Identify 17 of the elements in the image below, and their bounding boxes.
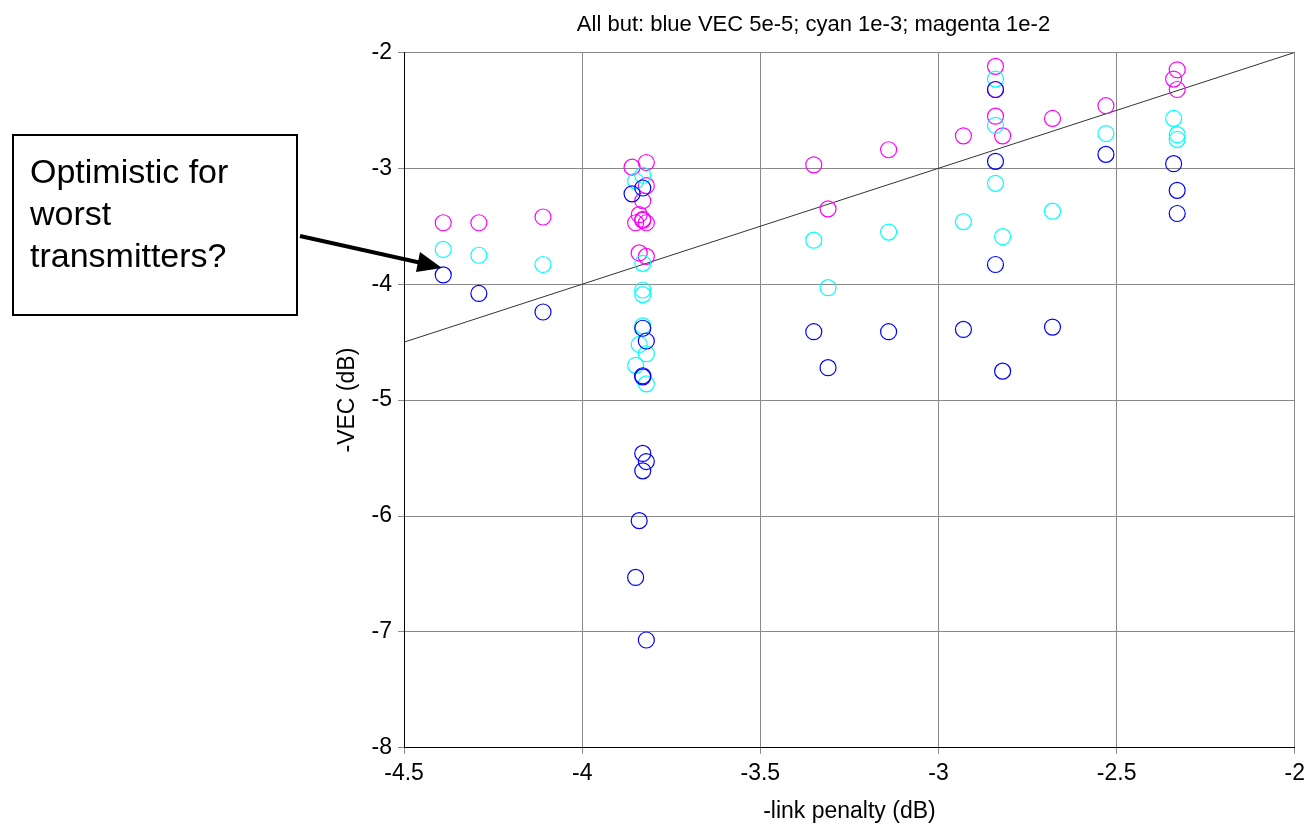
y-axis-title: -VEC (dB) — [333, 347, 360, 453]
x-axis-title: -link penalty (dB) — [763, 796, 936, 823]
x-tick-label: -2 — [1284, 758, 1305, 785]
x-tick-label: -4.5 — [384, 758, 424, 785]
chart-title: All but: blue VEC 5e-5; cyan 1e-3; magenta 1e-2 — [576, 11, 1051, 37]
text: Optimistic for worst transmitters? — [12, 134, 298, 316]
y-tick-label: -2 — [371, 37, 393, 64]
y-tick-label: -8 — [371, 733, 393, 760]
y-tick-label: -7 — [371, 617, 393, 644]
y-tick-label: -6 — [371, 501, 393, 528]
x-tick-label: -2.5 — [1096, 758, 1137, 785]
y-tick-label: -5 — [371, 385, 393, 412]
x-tick-label: -4 — [571, 758, 593, 785]
x-tick-label: -3 — [928, 758, 949, 785]
x-tick-label: -3.5 — [740, 758, 781, 785]
y-tick-label: -4 — [371, 269, 393, 296]
y-tick-label: -3 — [371, 153, 393, 180]
